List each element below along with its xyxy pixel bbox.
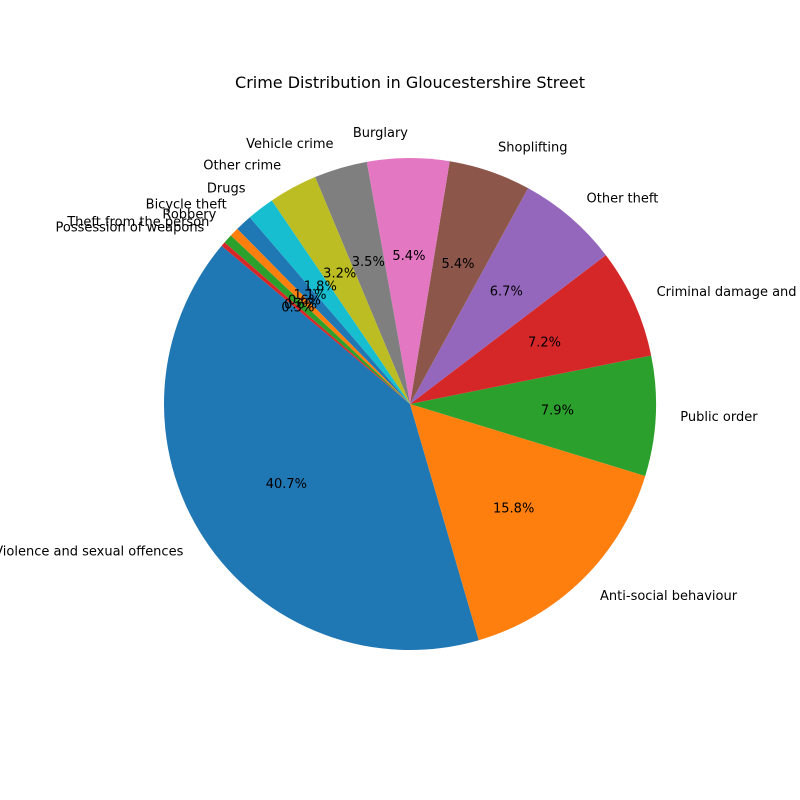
pie-slice-possession-of-weapons [221,242,410,404]
percent-label-other-theft: 6.7% [490,285,523,300]
category-label-criminal-damage-and-arson: Criminal damage and arson [657,285,800,300]
category-label-shoplifting: Shoplifting [498,141,567,156]
percent-label-anti-social-behaviour: 15.8% [493,502,534,517]
pie-slice-vehicle-crime [315,161,410,404]
category-label-drugs: Drugs [207,182,246,197]
pie-slice-other-theft [410,188,606,404]
pie-slice-theft-from-the-person [224,235,410,404]
pie-slice-drugs [249,200,410,404]
pie-slice-violence-and-sexual-offences [163,245,479,650]
category-label-bicycle-theft: Bicycle theft [146,197,227,212]
category-label-burglary: Burglary [353,126,408,141]
percent-label-bicycle-theft: 1.1% [294,288,327,303]
percent-label-public-order: 7.9% [541,404,574,419]
percent-label-drugs: 1.8% [304,279,337,294]
pie-slice-robbery [230,228,410,404]
pie-slice-other-crime [271,177,410,404]
percent-label-criminal-damage-and-arson: 7.2% [528,336,561,351]
category-label-vehicle-crime: Vehicle crime [246,137,333,152]
percent-label-theft-from-the-person: 0.6% [284,297,317,312]
percent-label-robbery: 0.6% [288,293,321,308]
pie-slice-bicycle-theft [237,217,410,404]
percent-label-shoplifting: 5.4% [441,257,474,272]
pie-slice-criminal-damage-and-arson [410,255,652,404]
percent-label-possession-of-weapons: 0.3% [281,301,314,316]
category-label-theft-from-the-person: Theft from the person [66,215,209,230]
category-label-other-crime: Other crime [203,159,281,174]
category-label-violence-and-sexual-offences: Violence and sexual offences [0,544,184,559]
percent-label-burglary: 5.4% [392,249,425,264]
category-label-other-theft: Other theft [587,191,659,206]
percent-label-violence-and-sexual-offences: 40.7% [266,477,307,492]
chart-title: Crime Distribution in Gloucestershire St… [235,73,585,92]
percent-label-other-crime: 3.2% [323,267,356,282]
pie-slice-shoplifting [410,161,529,404]
category-label-robbery: Robbery [162,207,216,222]
percent-label-vehicle-crime: 3.5% [352,255,385,270]
category-label-anti-social-behaviour: Anti-social behaviour [600,589,738,604]
pie-slices [163,158,657,650]
pie-slice-public-order [410,355,657,476]
category-label-possession-of-weapons: Possession of weapons [56,221,205,236]
category-label-public-order: Public order [680,410,758,425]
pie-slice-anti-social-behaviour [410,404,646,641]
pie-slice-burglary [366,158,450,404]
percent-labels: 40.7%15.8%7.9%7.2%6.7%5.4%5.4%3.5%3.2%1.… [266,249,574,517]
category-labels: Violence and sexual offences Anti-social … [0,126,800,604]
